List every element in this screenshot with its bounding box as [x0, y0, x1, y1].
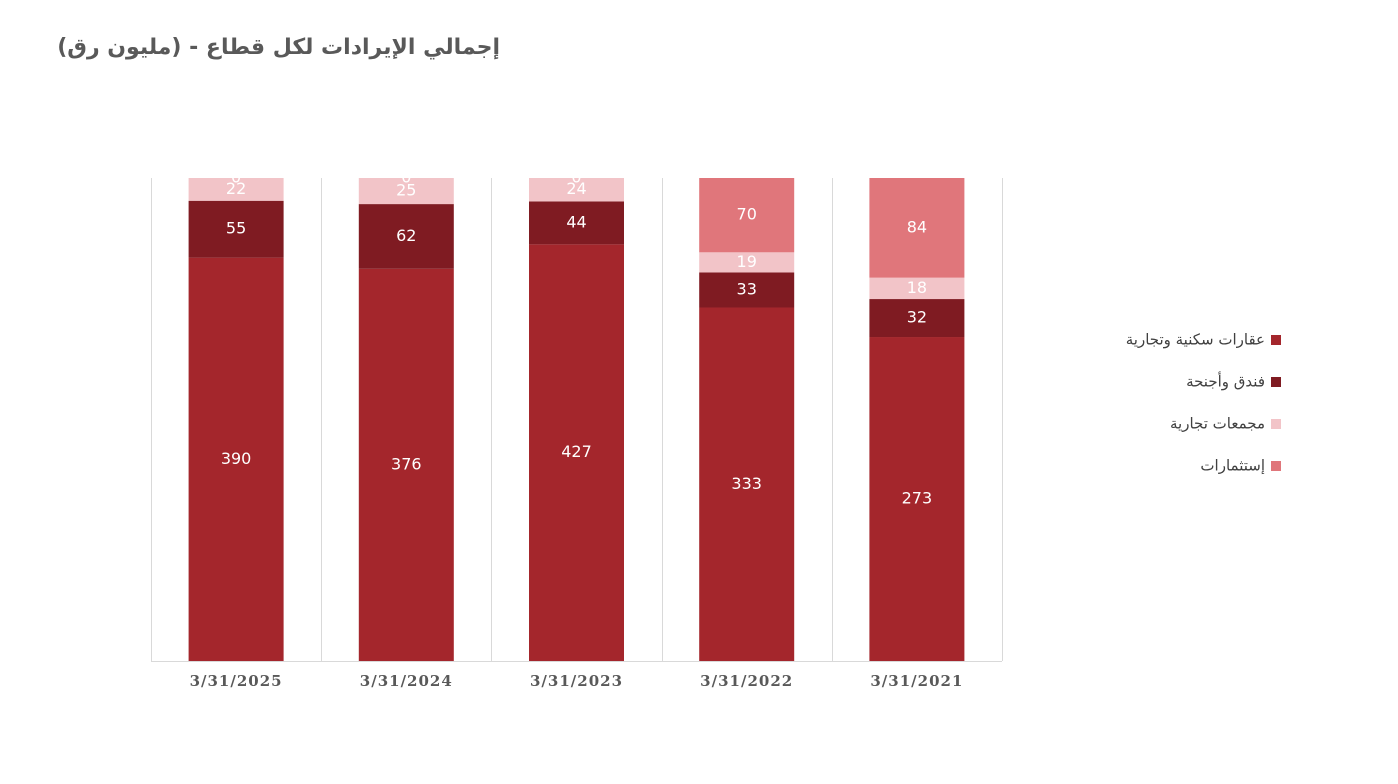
bar-segment: [699, 178, 795, 253]
x-tick-label: 3/31/2025: [190, 672, 283, 690]
legend-label: عقارات سكنية وتجارية: [1126, 331, 1265, 349]
x-tick-label: 3/31/2021: [870, 672, 963, 690]
data-label: 24: [566, 179, 586, 198]
data-label: 44: [566, 212, 586, 231]
bar-segment: [699, 252, 795, 273]
bar-segment: [358, 178, 454, 205]
bar-segment: [699, 272, 795, 308]
data-label: 0: [401, 168, 411, 187]
bar-segment: [869, 178, 965, 278]
data-label: 0: [231, 168, 241, 187]
x-tick-label: 3/31/2022: [700, 672, 793, 690]
plot-area: 3905522037662250427442403333319702733218…: [188, 168, 965, 662]
data-label: 33: [737, 279, 757, 298]
data-label: 376: [391, 454, 422, 473]
data-label: 70: [737, 205, 757, 224]
data-label: 25: [396, 181, 416, 200]
bar-segment: [869, 277, 965, 300]
data-label: 19: [737, 252, 757, 271]
legend-label: مجمعات تجارية: [1170, 415, 1265, 433]
bar-segment: [529, 201, 624, 245]
data-label: 22: [226, 179, 246, 198]
bar-segment: [358, 268, 454, 661]
legend-swatch: [1271, 335, 1281, 345]
bar-segment: [869, 337, 965, 661]
bar-segment: [869, 299, 965, 338]
bar-segment: [188, 257, 284, 661]
data-label: 84: [907, 217, 927, 236]
bar-segment: [529, 178, 624, 202]
data-label: 333: [731, 474, 762, 493]
data-label: 55: [226, 219, 246, 238]
data-label: 62: [396, 226, 416, 245]
legend-swatch: [1271, 461, 1281, 471]
bar-segment: [358, 204, 454, 269]
data-label: 0: [571, 168, 581, 187]
x-tick-label: 3/31/2024: [360, 672, 453, 690]
bar-segment: [699, 307, 795, 661]
data-label: 390: [221, 449, 252, 468]
legend-swatch: [1271, 377, 1281, 387]
legend-label: إستثمارات: [1200, 457, 1265, 475]
data-label: 32: [907, 308, 927, 327]
legend-label: فندق وأجنحة: [1186, 372, 1265, 391]
bar-segment: [188, 178, 284, 201]
chart-title: إجمالي الإيرادات لكل قطاع - (مليون رق): [57, 35, 500, 60]
x-tick-label: 3/31/2023: [530, 672, 623, 690]
legend-swatch: [1271, 419, 1281, 429]
bar-segment: [529, 244, 624, 662]
data-label: 18: [907, 278, 927, 297]
data-label: 273: [902, 489, 933, 508]
bar-segment: [188, 200, 284, 258]
data-label: 427: [561, 442, 592, 461]
